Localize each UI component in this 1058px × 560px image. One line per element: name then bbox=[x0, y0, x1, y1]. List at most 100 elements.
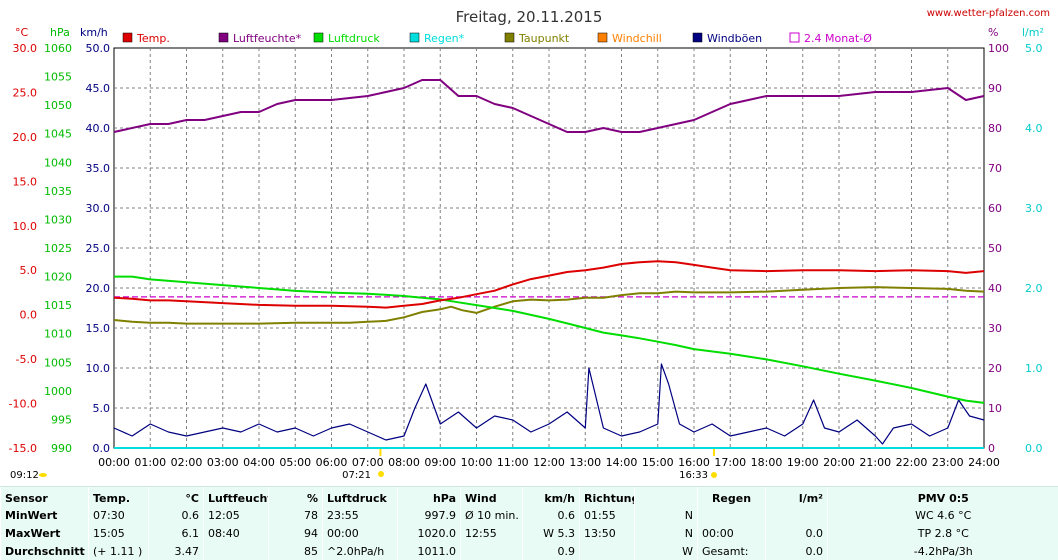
legend-swatch bbox=[410, 33, 419, 42]
stats-head-dir: Richtung bbox=[580, 487, 635, 506]
wind-tick-label: 35.0 bbox=[86, 162, 111, 175]
temp-tick-label: 20.0 bbox=[13, 131, 38, 144]
legend-label: Taupunkt bbox=[518, 32, 570, 45]
stats-rain-time: 00:00 bbox=[698, 524, 766, 542]
stats-wind-time bbox=[461, 542, 523, 560]
hum-tick-label: 50 bbox=[988, 242, 1002, 255]
time-tick-label: 15:00 bbox=[642, 456, 674, 469]
stats-dir-value: W bbox=[635, 542, 698, 560]
stats-temp-time: 15:05 bbox=[89, 524, 149, 542]
stats-dir-time: 01:55 bbox=[580, 506, 635, 524]
stats-head-temp-unit: °C bbox=[149, 487, 204, 506]
stats-header-row: Sensor Temp. °C Luftfeuchte % Luftdruck … bbox=[1, 487, 1058, 506]
time-tick-label: 18:00 bbox=[751, 456, 783, 469]
hum-tick-label: 30 bbox=[988, 322, 1002, 335]
stats-wind-time: 12:55 bbox=[461, 524, 523, 542]
rain-tick-label: 2.0 bbox=[1025, 282, 1043, 295]
stats-hum-time bbox=[204, 542, 269, 560]
stats-temp-value: 0.6 bbox=[149, 506, 204, 524]
press-tick-label: 1030 bbox=[44, 213, 72, 226]
sunset-icon bbox=[711, 472, 717, 478]
stats-rain-value: 0.0 bbox=[766, 542, 828, 560]
stats-head-rain-unit: l/m² bbox=[766, 487, 828, 506]
legend-label: Windchill bbox=[612, 32, 662, 45]
stats-hum-time: 12:05 bbox=[204, 506, 269, 524]
rain-tick-label: 5.0 bbox=[1025, 42, 1043, 55]
press-unit-label: hPa bbox=[50, 26, 70, 39]
temp-tick-label: 15.0 bbox=[13, 175, 38, 188]
time-tick-label: 05:00 bbox=[279, 456, 311, 469]
press-tick-label: 1050 bbox=[44, 99, 72, 112]
stats-wind-value: 0.6 bbox=[523, 506, 580, 524]
rain-tick-label: 3.0 bbox=[1025, 202, 1043, 215]
time-tick-label: 23:00 bbox=[932, 456, 964, 469]
temp-tick-label: 0.0 bbox=[20, 309, 38, 322]
stats-press-value: 997.9 bbox=[398, 506, 461, 524]
stats-row-avg: Durchschnitt (+ 1.11 ) 3.47 85 ^2.0hPa/h… bbox=[1, 542, 1058, 560]
legend-swatch bbox=[790, 33, 799, 42]
time-tick-label: 21:00 bbox=[859, 456, 891, 469]
hum-tick-label: 100 bbox=[988, 42, 1009, 55]
stats-rain-value bbox=[766, 506, 828, 524]
temp-tick-label: 5.0 bbox=[20, 264, 38, 277]
sunrise-label: 07:21 bbox=[342, 470, 371, 481]
time-tick-label: 22:00 bbox=[896, 456, 928, 469]
site-url[interactable]: www.wetter-pfalzen.com bbox=[927, 8, 1050, 19]
wind-tick-label: 10.0 bbox=[86, 362, 111, 375]
hum-tick-label: 0 bbox=[988, 442, 995, 455]
time-tick-label: 16:00 bbox=[678, 456, 710, 469]
stats-temp-time: 07:30 bbox=[89, 506, 149, 524]
stats-panel: Sensor Temp. °C Luftfeuchte % Luftdruck … bbox=[0, 486, 1058, 560]
stats-hum-time: 08:40 bbox=[204, 524, 269, 542]
time-tick-label: 01:00 bbox=[134, 456, 166, 469]
press-tick-label: 995 bbox=[51, 413, 72, 426]
press-tick-label: 1010 bbox=[44, 328, 72, 341]
stats-row-max: MaxWert 15:05 6.1 08:40 94 00:00 1020.0 … bbox=[1, 524, 1058, 542]
legend-label: Luftdruck bbox=[328, 32, 380, 45]
stats-wind-value: 0.9 bbox=[523, 542, 580, 560]
press-tick-label: 1000 bbox=[44, 385, 72, 398]
stats-rain-time bbox=[698, 506, 766, 524]
wind-tick-label: 45.0 bbox=[86, 82, 111, 95]
stats-hum-value: 94 bbox=[269, 524, 323, 542]
legend-label: Regen* bbox=[424, 32, 465, 45]
stats-head-wind: Wind bbox=[461, 487, 523, 506]
moon-icon bbox=[39, 473, 47, 477]
time-tick-label: 09:00 bbox=[424, 456, 456, 469]
rain-tick-label: 1.0 bbox=[1025, 362, 1043, 375]
stats-wind-time: Ø 10 min. bbox=[461, 506, 523, 524]
stats-rain-value: 0.0 bbox=[766, 524, 828, 542]
stats-hum-value: 85 bbox=[269, 542, 323, 560]
hum-tick-label: 40 bbox=[988, 282, 1002, 295]
stats-dir-value: N bbox=[635, 524, 698, 542]
press-tick-label: 1015 bbox=[44, 299, 72, 312]
stats-wind-value: W 5.3 bbox=[523, 524, 580, 542]
stats-temp-value: 6.1 bbox=[149, 524, 204, 542]
time-tick-label: 04:00 bbox=[243, 456, 275, 469]
time-tick-label: 02:00 bbox=[171, 456, 203, 469]
legend-label: 2.4 Monat-Ø bbox=[804, 32, 872, 45]
stats-press-time: ^2.0hPa/h bbox=[323, 542, 398, 560]
legend-label: Windböen bbox=[707, 32, 762, 45]
hum-unit-label: % bbox=[988, 26, 998, 39]
press-tick-label: 1005 bbox=[44, 356, 72, 369]
rain-tick-label: 4.0 bbox=[1025, 122, 1043, 135]
time-tick-label: 13:00 bbox=[569, 456, 601, 469]
time-tick-label: 14:00 bbox=[606, 456, 638, 469]
legend-swatch bbox=[505, 33, 514, 42]
press-tick-label: 1060 bbox=[44, 42, 72, 55]
stats-press-value: 1011.0 bbox=[398, 542, 461, 560]
stats-temp-time: (+ 1.11 ) bbox=[89, 542, 149, 560]
press-tick-label: 1055 bbox=[44, 71, 72, 84]
time-tick-label: 24:00 bbox=[968, 456, 1000, 469]
temp-tick-label: -15.0 bbox=[9, 442, 37, 455]
hum-tick-label: 80 bbox=[988, 122, 1002, 135]
time-tick-label: 08:00 bbox=[388, 456, 420, 469]
hum-tick-label: 10 bbox=[988, 402, 1002, 415]
stats-head-press-unit: hPa bbox=[398, 487, 461, 506]
stats-head-rain: Regen bbox=[698, 487, 766, 506]
wind-tick-label: 25.0 bbox=[86, 242, 111, 255]
stats-press-time: 00:00 bbox=[323, 524, 398, 542]
stats-head-wind-unit: km/h bbox=[523, 487, 580, 506]
wind-tick-label: 5.0 bbox=[93, 402, 111, 415]
